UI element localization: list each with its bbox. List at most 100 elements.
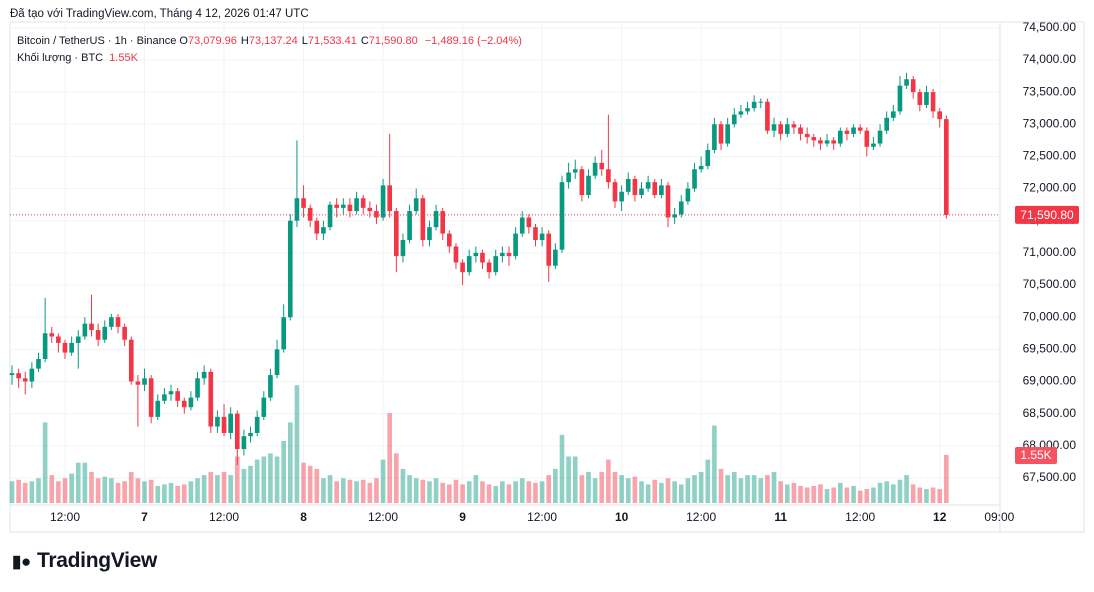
candle-body (281, 317, 286, 350)
candle-body (460, 262, 465, 273)
candle-body (36, 359, 41, 369)
volume-bar (29, 481, 35, 503)
volume-bar (652, 479, 658, 503)
volume-bar (619, 475, 624, 503)
volume-bar (367, 482, 373, 503)
candle-body (175, 391, 180, 401)
volume-bar (890, 484, 896, 503)
candle-body (924, 92, 929, 105)
volume-bar (705, 459, 711, 503)
candle-body (347, 204, 353, 212)
candle-body (837, 130, 843, 144)
volume-bar (387, 413, 393, 503)
volume-bar (102, 476, 108, 503)
volume-bar (698, 472, 704, 503)
candle-body (374, 211, 379, 218)
candle-body (394, 211, 399, 257)
candle-body (526, 217, 532, 228)
volume-bar (42, 422, 48, 503)
volume-bar (765, 475, 770, 503)
candle-body (513, 233, 518, 257)
candle-body (731, 114, 737, 125)
volume-bar (791, 482, 797, 503)
candle-body (645, 182, 651, 189)
candle-body (791, 124, 797, 128)
candle-body (725, 124, 730, 144)
candle-body (619, 191, 624, 202)
volume-bar (327, 475, 333, 503)
candle-body (102, 326, 108, 340)
candle-body (692, 169, 697, 189)
volume-bar (864, 489, 870, 503)
candle-body (128, 339, 134, 382)
candle-body (804, 133, 810, 138)
volume-bar (625, 478, 631, 503)
candle-body (142, 378, 147, 385)
volume-bar (725, 475, 730, 503)
volume-bar (56, 481, 61, 503)
volume-bar (115, 482, 121, 503)
x-tick-label: 12:00 (50, 510, 80, 524)
candle-body (480, 252, 485, 263)
candle-body (784, 124, 790, 134)
candle-body (16, 373, 21, 379)
volume-bar (937, 489, 943, 503)
volume-bar (400, 468, 406, 503)
y-tick-label: 72,000.00 (1023, 181, 1077, 195)
volume-bar (519, 478, 525, 503)
volume-bar (924, 489, 929, 503)
candle-body (857, 127, 863, 131)
volume-bar (533, 482, 538, 503)
volume-bar (314, 468, 320, 503)
candle-body (215, 416, 220, 427)
candle-body (208, 371, 214, 427)
volume-bar (910, 484, 916, 503)
volume-bar (539, 481, 545, 503)
candle-body (241, 436, 247, 450)
candle-body (533, 227, 538, 241)
volume-bar (215, 475, 220, 503)
brand: ▮● TradingView (12, 549, 157, 573)
volume-bar (678, 484, 684, 503)
volume-value-box (1015, 446, 1057, 464)
candle-body (930, 92, 936, 112)
volume-bar (612, 472, 618, 503)
volume-bar (208, 472, 214, 503)
candle-body (261, 397, 267, 417)
y-tick-label: 73,000.00 (1023, 116, 1077, 130)
volume-bar (738, 478, 744, 503)
volume-bar (473, 475, 479, 503)
volume-bar (181, 484, 187, 503)
y-tick-label: 68,500.00 (1023, 406, 1077, 420)
candle-body (546, 233, 552, 266)
candle-body (678, 201, 684, 215)
candle-body (195, 378, 200, 398)
volume-bar (201, 475, 207, 503)
y-tick-label: 73,500.00 (1023, 84, 1077, 98)
volume-bar (122, 481, 127, 503)
candle-body (612, 182, 618, 202)
candle-body (698, 166, 704, 170)
candle-body (440, 211, 446, 234)
y-tick-label: 67,500.00 (1023, 470, 1077, 484)
volume-bar (480, 481, 485, 503)
volume-bar (818, 484, 823, 503)
candle-body (818, 140, 823, 144)
volume-bar (433, 478, 439, 503)
candle-body (135, 381, 141, 385)
candle-body (904, 79, 909, 86)
symbol: Bitcoin / TetherUS · 1h · Binance (17, 35, 177, 47)
candle-body (871, 143, 876, 147)
y-tick-label: 69,000.00 (1023, 374, 1077, 388)
candle-body (665, 185, 671, 218)
last-price-box (1015, 205, 1079, 224)
volume-bar (9, 481, 15, 503)
volume-bar (546, 475, 552, 503)
volume-bar (824, 489, 830, 503)
axes: 67,500.0068,000.0068,500.0069,000.0069,5… (10, 20, 1079, 524)
volume-bar (851, 485, 856, 503)
candle-body (473, 252, 479, 257)
x-tick-label: 12:00 (845, 510, 875, 524)
candle-body (42, 333, 48, 360)
